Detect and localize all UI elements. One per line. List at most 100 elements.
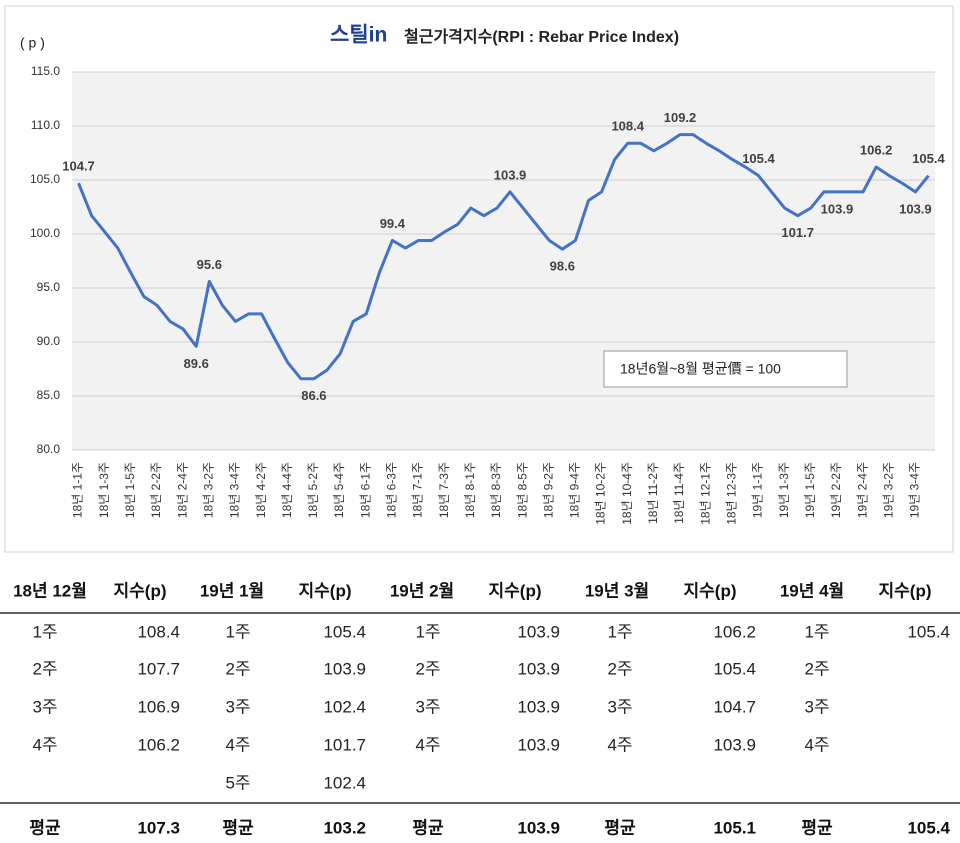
- week-label: 2주: [32, 659, 57, 678]
- x-tick-label: 18년 5-2주: [306, 462, 320, 518]
- value-label: 86.6: [301, 388, 326, 403]
- x-tick-label: 19년 3-2주: [881, 462, 895, 518]
- week-label: 1주: [32, 622, 57, 641]
- x-tick-label: 18년 8-1주: [463, 462, 477, 518]
- x-tick-label: 18년 3-4주: [228, 462, 242, 518]
- week-value: 105.4: [323, 622, 366, 641]
- annotation-box: [603, 350, 848, 388]
- index-header: 지수(p): [489, 581, 542, 600]
- x-tick-label: 18년 9-2주: [541, 462, 555, 518]
- x-tick-label: 19년 1-1주: [751, 462, 765, 518]
- index-header: 지수(p): [684, 581, 737, 600]
- index-header: 지수(p): [114, 581, 167, 600]
- x-tick-label: 19년 2-4주: [855, 462, 869, 518]
- x-tick-label: 18년 4-2주: [254, 462, 268, 518]
- x-tick-label: 18년 11-4주: [672, 462, 686, 524]
- week-value: 103.9: [517, 622, 560, 641]
- week-label: 4주: [32, 735, 57, 754]
- week-label: 1주: [804, 622, 829, 641]
- x-tick-label: 18년 5-4주: [332, 462, 346, 518]
- data-line: [77, 133, 930, 381]
- value-label: 105.4: [742, 151, 775, 166]
- chart-title: 철근가격지수(RPI : Rebar Price Index): [404, 28, 679, 46]
- x-tick-label: 18년 8-5주: [515, 462, 529, 518]
- week-label: 5주: [225, 773, 250, 792]
- annotation: 18년6월~8월 평균價 = 100: [620, 361, 781, 377]
- month-header: 19년 3월: [585, 581, 649, 600]
- week-label: 3주: [225, 697, 250, 716]
- logo: 스틸in: [330, 24, 387, 47]
- x-tick-label: 18년 10-2주: [594, 462, 608, 525]
- y-tick-label: 90.0: [37, 334, 61, 348]
- week-label: 3주: [607, 697, 632, 716]
- week-value: 104.7: [713, 697, 756, 716]
- week-label: 3주: [804, 697, 829, 716]
- week-label: 3주: [415, 697, 440, 716]
- y-tick-label: 85.0: [37, 388, 61, 402]
- y-tick-label: 105.0: [30, 172, 60, 186]
- y-axis-label: ( p ): [20, 35, 45, 51]
- x-tick-label: 19년 2-2주: [829, 462, 843, 518]
- y-tick-label: 115.0: [31, 64, 60, 78]
- index-header: 지수(p): [879, 581, 932, 600]
- week-label: 2주: [607, 659, 632, 678]
- x-tick-label: 18년 12-1주: [698, 462, 712, 525]
- x-tick-label: 18년 1-1주: [71, 462, 85, 518]
- value-label: 108.4: [611, 119, 644, 134]
- week-label: 4주: [804, 735, 829, 754]
- x-tick-label: 18년 10-4주: [620, 462, 634, 525]
- week-value: 101.7: [323, 735, 366, 754]
- x-tick-label: 18년 1-3주: [97, 462, 111, 518]
- week-value: 105.4: [907, 622, 950, 641]
- x-tick-label: 18년 6-3주: [385, 462, 399, 518]
- x-tick-label: 18년 4-4주: [280, 462, 294, 518]
- week-label: 2주: [225, 659, 250, 678]
- x-tick-label: 18년 7-1주: [411, 462, 425, 518]
- x-tick-label: 18년 1-5주: [123, 462, 137, 518]
- week-label: 1주: [607, 622, 632, 641]
- week-label: 1주: [225, 622, 250, 641]
- avg-label: 평균: [222, 818, 254, 837]
- avg-label: 평균: [29, 818, 61, 837]
- y-tick-label: 100.0: [30, 226, 60, 240]
- value-label: 109.2: [664, 110, 697, 125]
- x-tick-label: 18년 6-1주: [358, 462, 372, 518]
- x-tick-label: 18년 7-3주: [437, 462, 451, 518]
- value-label: 98.6: [550, 259, 575, 274]
- x-tick-label: 18년 2-4주: [175, 462, 189, 518]
- y-tick-label: 110.0: [31, 118, 60, 132]
- value-label: 104.7: [62, 159, 95, 174]
- week-value: 106.2: [713, 622, 756, 641]
- week-value: 106.9: [137, 697, 180, 716]
- week-value: 105.4: [713, 659, 756, 678]
- avg-label: 평균: [604, 818, 636, 837]
- value-label: 103.9: [821, 201, 854, 216]
- index-header: 지수(p): [299, 581, 352, 600]
- value-label: 99.4: [380, 216, 406, 231]
- month-header: 19년 4월: [780, 581, 844, 600]
- avg-label: 평균: [801, 818, 833, 837]
- week-value: 103.9: [713, 735, 756, 754]
- avg-value: 105.1: [713, 818, 756, 837]
- week-label: 2주: [415, 659, 440, 678]
- month-header: 18년 12월: [13, 581, 87, 600]
- week-value: 103.9: [517, 659, 560, 678]
- value-label: 106.2: [860, 142, 893, 157]
- week-label: 1주: [415, 622, 440, 641]
- avg-value: 107.3: [137, 818, 180, 837]
- value-label: 95.6: [197, 257, 222, 272]
- x-tick-label: 18년 3-2주: [201, 462, 215, 518]
- week-label: 4주: [607, 735, 632, 754]
- avg-value: 105.4: [907, 818, 950, 837]
- x-tick-label: 19년 1-5주: [803, 462, 817, 518]
- week-value: 103.9: [517, 697, 560, 716]
- week-label: 3주: [32, 697, 57, 716]
- value-label: 103.9: [899, 201, 932, 216]
- x-tick-label: 19년 1-3주: [777, 462, 791, 518]
- week-label: 4주: [225, 735, 250, 754]
- week-value: 108.4: [137, 622, 180, 641]
- x-tick-label: 19년 3-4주: [908, 462, 922, 518]
- value-label: 105.4: [912, 151, 945, 166]
- week-label: 4주: [415, 735, 440, 754]
